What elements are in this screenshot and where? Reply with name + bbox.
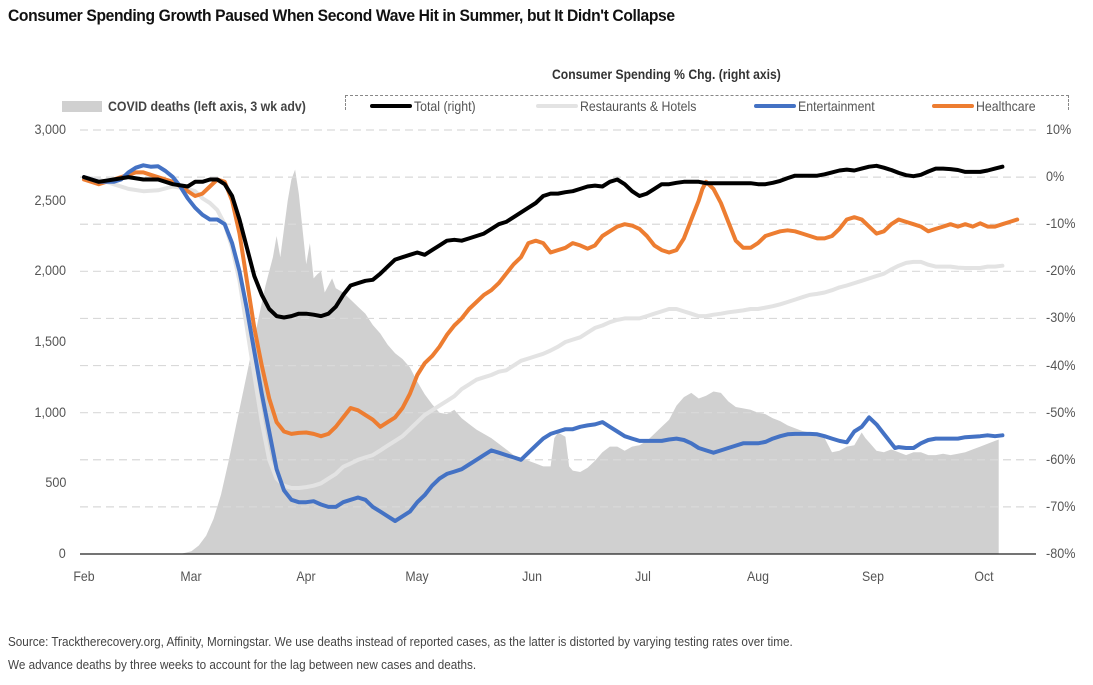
legend-swatch-covid-deaths	[62, 100, 102, 112]
legend-label-restaurants-hotels: Restaurants & Hotels	[580, 98, 697, 114]
legend-label-healthcare: Healthcare	[976, 98, 1036, 114]
legend-group-bracket	[345, 95, 1069, 110]
right-tick-label: 0%	[1046, 168, 1065, 185]
x-tick-label: Jun	[522, 568, 543, 584]
right-tick-label: -40%	[1046, 356, 1076, 373]
legend-swatch-total	[370, 104, 412, 108]
line-entertainment	[82, 163, 1005, 523]
x-tick-label: Jul	[635, 568, 652, 584]
legend-label-total: Total (right)	[414, 98, 476, 114]
left-tick-label: 2,500	[34, 191, 66, 208]
x-tick-label: Apr	[296, 568, 316, 584]
left-tick-label: 2,000	[34, 262, 66, 279]
legend-label-entertainment: Entertainment	[798, 98, 875, 114]
x-tick-label: May	[405, 568, 429, 584]
x-tick-label: Mar	[180, 568, 203, 584]
legend-label-covid-deaths: COVID deaths (left axis, 3 wk adv)	[108, 98, 306, 114]
x-tick-label: Feb	[73, 568, 95, 584]
x-tick-label: Oct	[974, 568, 994, 584]
right-tick-label: -30%	[1046, 309, 1076, 326]
legend-swatch-entertainment	[754, 104, 796, 108]
right-tick-label: -20%	[1046, 262, 1076, 279]
x-tick-label: Sep	[861, 568, 884, 584]
area-covid-deaths	[180, 169, 999, 554]
legend-group-title: Consumer Spending % Chg. (right axis)	[552, 67, 781, 82]
footnote-note: We advance deaths by three weeks to acco…	[8, 657, 477, 672]
line-total-right	[82, 163, 1005, 320]
legend-swatch-healthcare	[932, 104, 974, 108]
chart-title: Consumer Spending Growth Paused When Sec…	[8, 6, 675, 25]
legend-item-restaurants-hotels: Restaurants & Hotels	[536, 98, 712, 114]
left-tick-label: 1,500	[34, 333, 66, 349]
right-tick-label: 10%	[1046, 121, 1072, 137]
right-tick-label: -50%	[1046, 403, 1076, 420]
left-tick-label: 0	[58, 545, 66, 561]
x-tick-label: Aug	[747, 568, 769, 584]
legend-swatch-restaurants-hotels	[536, 104, 578, 108]
legend-item-total: Total (right)	[370, 98, 484, 114]
right-tick-label: -60%	[1046, 450, 1076, 467]
legend-item-entertainment: Entertainment	[754, 98, 885, 114]
legend-item-healthcare: Healthcare	[932, 98, 1044, 114]
line-healthcare	[82, 170, 1020, 439]
left-tick-label: 3,000	[34, 121, 66, 137]
right-tick-label: -10%	[1046, 215, 1076, 232]
right-tick-label: -70%	[1046, 497, 1076, 514]
right-tick-label: -80%	[1046, 545, 1076, 561]
footnote-source: Source: Tracktherecovery.org, Affinity, …	[8, 634, 793, 649]
left-tick-label: 1,000	[34, 403, 66, 420]
legend-item-covid-deaths: COVID deaths (left axis, 3 wk adv)	[62, 98, 333, 114]
left-tick-label: 500	[44, 474, 66, 491]
